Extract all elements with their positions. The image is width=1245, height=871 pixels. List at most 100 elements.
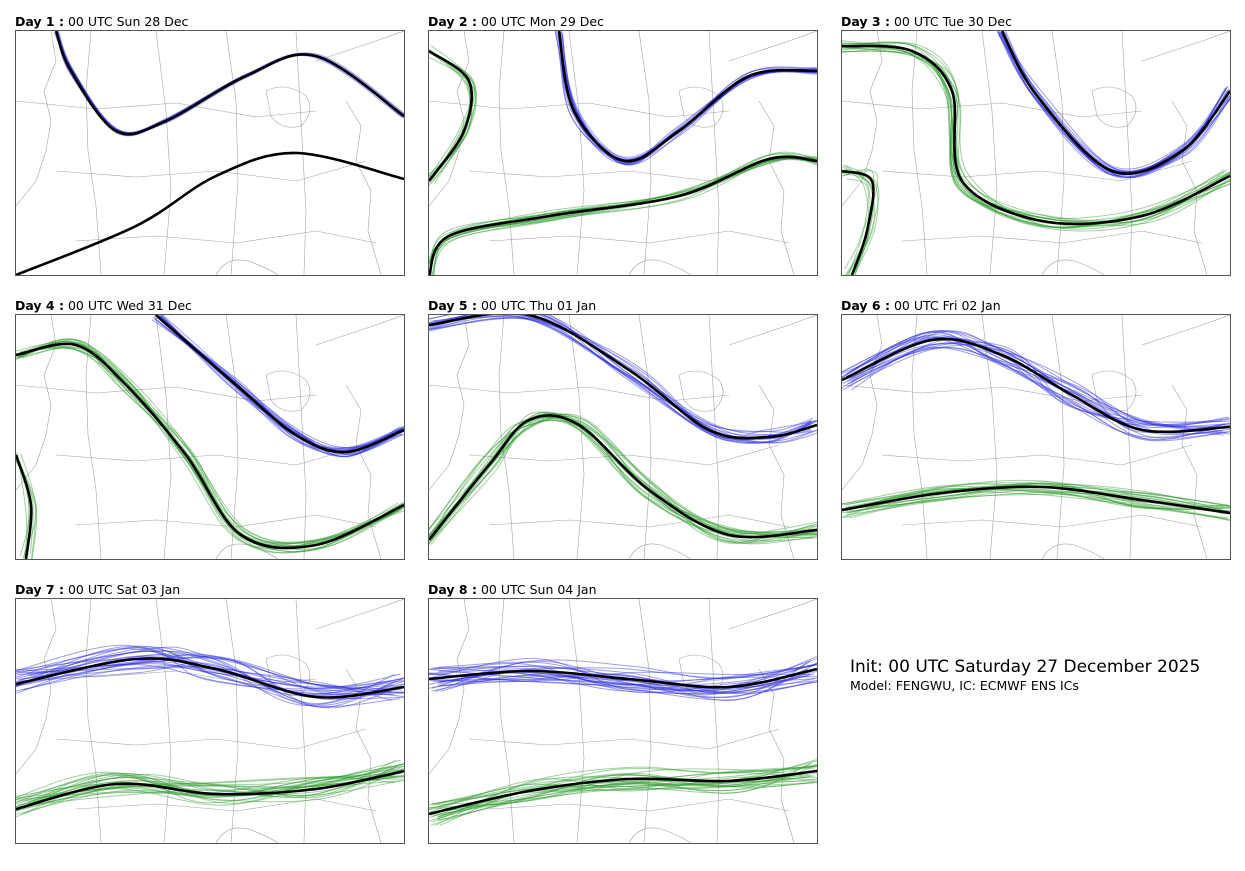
ensemble-mean-contour	[16, 342, 404, 550]
ridge-member-contour	[844, 168, 870, 275]
map-border-line	[345, 100, 382, 275]
ridge-member-contour	[842, 42, 1230, 222]
ridge-member-contour	[433, 157, 817, 275]
map-frame	[15, 30, 405, 276]
trough-member-contour	[24, 663, 392, 694]
trough-member-contour	[850, 330, 1230, 428]
map-border-line	[16, 31, 57, 207]
trough-member-contour	[430, 317, 817, 440]
valid-time-label: 00 UTC Sun 28 Dec	[67, 14, 189, 29]
ridge-member-contour	[20, 340, 404, 546]
map-border-line	[488, 230, 790, 244]
trough-member-contour	[561, 31, 817, 163]
trough-member-contour	[161, 315, 404, 451]
ensemble-mean-contour	[842, 169, 875, 275]
ridge-member-contour	[846, 482, 1230, 514]
ridge-member-contour	[429, 159, 817, 268]
ridge-member-contour	[17, 777, 404, 806]
trough-member-contour	[429, 315, 812, 444]
valid-time-label: 00 UTC Mon 29 Dec	[480, 14, 604, 29]
ensemble-mean-contour	[557, 31, 817, 163]
ridge-member-contour	[430, 157, 817, 275]
map-border-line	[1051, 31, 1065, 275]
map-border-line	[155, 31, 172, 275]
ridge-member-contour	[429, 417, 817, 544]
panel-title: Day 7 : 00 UTC Sat 03 Jan	[15, 582, 180, 598]
ridge-member-contour	[16, 339, 401, 545]
ridge-member-contour	[16, 759, 401, 799]
ridge-member-contour	[20, 453, 37, 559]
map-border-line	[85, 315, 102, 559]
ridge-member-contour	[846, 485, 1230, 522]
ridge-member-contour	[845, 46, 1230, 228]
trough-member-contour	[429, 673, 813, 695]
ridge-member-contour	[429, 157, 817, 275]
map-border-line	[345, 668, 382, 843]
map-border-line	[315, 315, 404, 346]
ridge-member-contour	[439, 764, 810, 826]
map-border-line	[1141, 31, 1230, 62]
trough-member-contour	[434, 667, 817, 695]
map-border-line	[265, 654, 311, 696]
ridge-member-contour	[16, 342, 403, 547]
map-border-line	[568, 315, 585, 559]
trough-member-contour	[997, 31, 1228, 173]
valid-time-label: 00 UTC Sun 04 Jan	[480, 582, 597, 597]
map-border-line	[498, 31, 515, 275]
ridge-member-contour	[842, 483, 1229, 510]
map-border-line	[638, 31, 652, 275]
ridge-member-contour	[16, 151, 404, 275]
map-border-line	[758, 668, 795, 843]
ridge-member-contour	[16, 764, 403, 800]
ridge-member-contour	[429, 781, 817, 809]
spaghetti-map	[429, 315, 817, 559]
map-frame	[428, 314, 818, 560]
map-border-line	[429, 599, 470, 775]
ridge-member-contour	[430, 415, 817, 545]
ridge-member-contour	[16, 763, 404, 801]
day-label: Day 5 :	[428, 298, 477, 313]
map-border-line	[55, 444, 367, 466]
trough-member-contour	[1003, 33, 1230, 173]
ensemble-mean-contour	[429, 769, 817, 816]
trough-member-contour	[16, 646, 404, 690]
day-label: Day 2 :	[428, 14, 477, 29]
map-border-line	[498, 315, 515, 559]
ridge-member-contour	[16, 341, 404, 553]
ridge-member-contour	[842, 41, 1230, 229]
map-border-line	[911, 315, 928, 559]
trough-member-contour	[429, 671, 815, 682]
ridge-member-contour	[429, 157, 814, 266]
ensemble-mean-contour	[429, 155, 817, 275]
map-border-line	[911, 31, 928, 275]
panel-title: Day 5 : 00 UTC Thu 01 Jan	[428, 298, 596, 314]
ridge-member-contour	[433, 769, 817, 805]
ridge-member-contour	[849, 481, 1230, 512]
map-border-line	[628, 543, 692, 559]
ridge-member-contour	[19, 776, 404, 806]
ridge-member-contour	[846, 490, 1230, 516]
ridge-member-contour	[842, 40, 1230, 224]
map-border-line	[315, 599, 404, 630]
ridge-member-contour	[16, 771, 404, 815]
map-border-line	[568, 31, 585, 275]
trough-member-contour	[429, 315, 812, 443]
ridge-member-contour	[842, 42, 1230, 222]
ridge-member-contour	[845, 491, 1229, 520]
ensemble-mean-contour	[842, 337, 1230, 434]
map-border-line	[1041, 259, 1105, 275]
ridge-member-contour	[842, 485, 1230, 519]
ridge-member-contour	[22, 775, 393, 810]
ridge-member-contour	[429, 157, 817, 275]
trough-member-contour	[560, 32, 817, 160]
trough-member-contour	[23, 656, 404, 696]
map-border-line	[215, 259, 279, 275]
ridge-member-contour	[17, 340, 404, 554]
trough-member-contour	[429, 668, 817, 693]
map-border-line	[758, 384, 795, 559]
trough-member-contour	[429, 657, 817, 691]
ridge-member-contour	[434, 765, 817, 827]
ridge-member-contour	[842, 490, 1230, 514]
map-border-line	[265, 86, 311, 128]
ridge-member-contour	[22, 768, 404, 815]
